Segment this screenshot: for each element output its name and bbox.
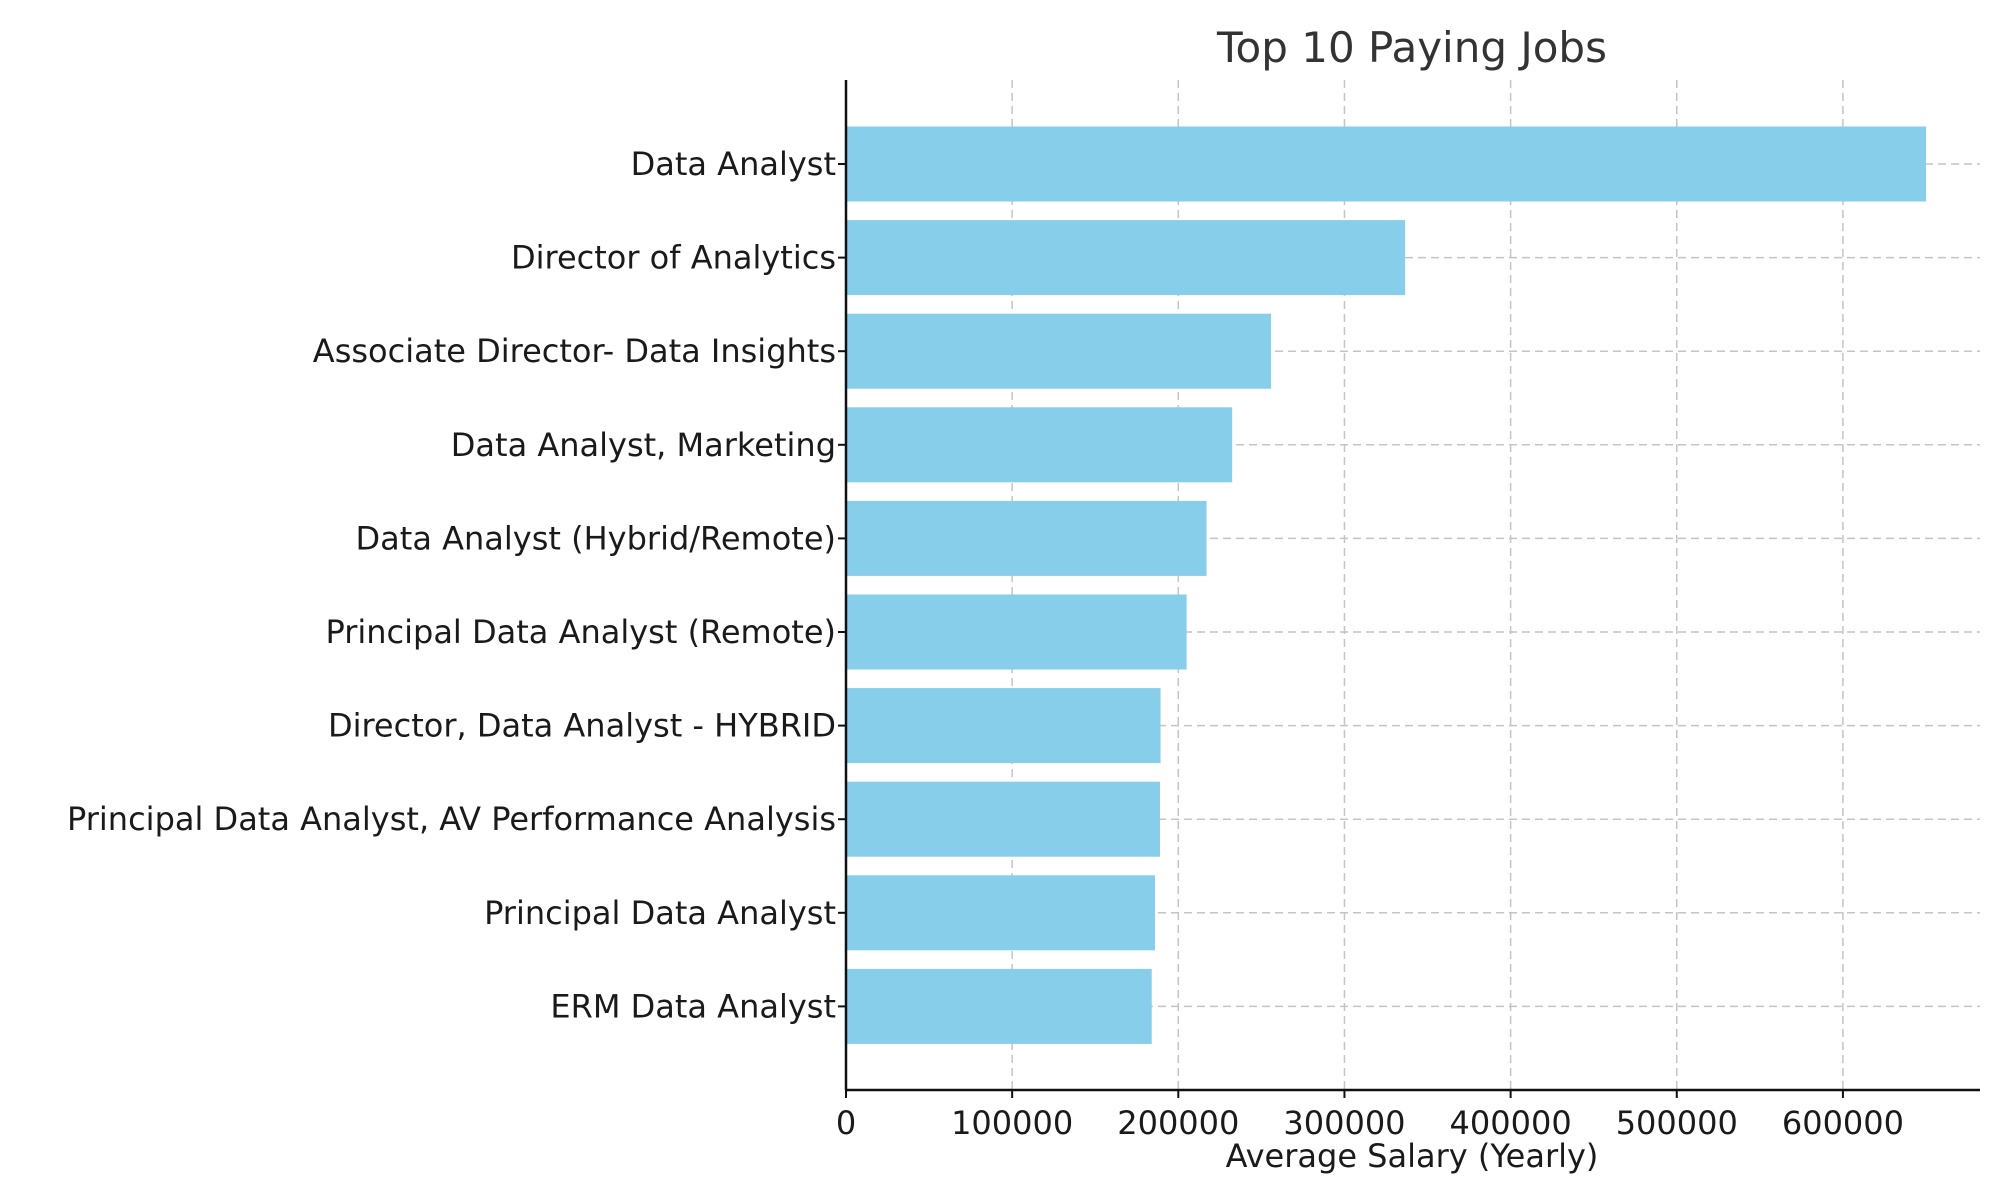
bars <box>846 126 1926 1044</box>
x-tick-label: 500000 <box>1616 1104 1738 1142</box>
bar <box>846 500 1207 576</box>
category-label: Principal Data Analyst, AV Performance A… <box>67 800 836 838</box>
bar <box>846 220 1406 296</box>
chart-title: Top 10 Paying Jobs <box>1216 23 1607 72</box>
bar <box>846 126 1926 202</box>
x-tick-label: 0 <box>836 1104 856 1142</box>
category-label: Data Analyst (Hybrid/Remote) <box>356 519 836 557</box>
x-tick-label: 600000 <box>1782 1104 1904 1142</box>
category-label: ERM Data Analyst <box>550 987 836 1025</box>
category-label: Principal Data Analyst (Remote) <box>325 613 836 651</box>
bar <box>846 875 1156 951</box>
category-label: Associate Director- Data Insights <box>313 332 836 370</box>
x-axis-label: Average Salary (Yearly) <box>1226 1137 1599 1175</box>
bar <box>846 968 1152 1044</box>
bar <box>846 594 1187 670</box>
category-label: Principal Data Analyst <box>484 894 836 932</box>
category-label: Data Analyst <box>631 145 836 183</box>
x-axis-ticks: 0 100000 200000 300000 400000 500000 600000 <box>836 1090 1904 1142</box>
x-tick-label: 200000 <box>1117 1104 1239 1142</box>
category-label: Data Analyst, Marketing <box>451 426 836 464</box>
x-tick-label: 400000 <box>1450 1104 1572 1142</box>
category-label: Director of Analytics <box>511 239 836 277</box>
bar <box>846 688 1161 764</box>
bar <box>846 313 1272 389</box>
x-tick-label: 300000 <box>1283 1104 1405 1142</box>
category-label: Director, Data Analyst - HYBRID <box>328 707 836 745</box>
category-labels: Data Analyst Director of Analytics Associa… <box>67 145 846 1025</box>
bar <box>846 781 1161 857</box>
bar <box>846 407 1233 483</box>
x-tick-label: 100000 <box>951 1104 1073 1142</box>
